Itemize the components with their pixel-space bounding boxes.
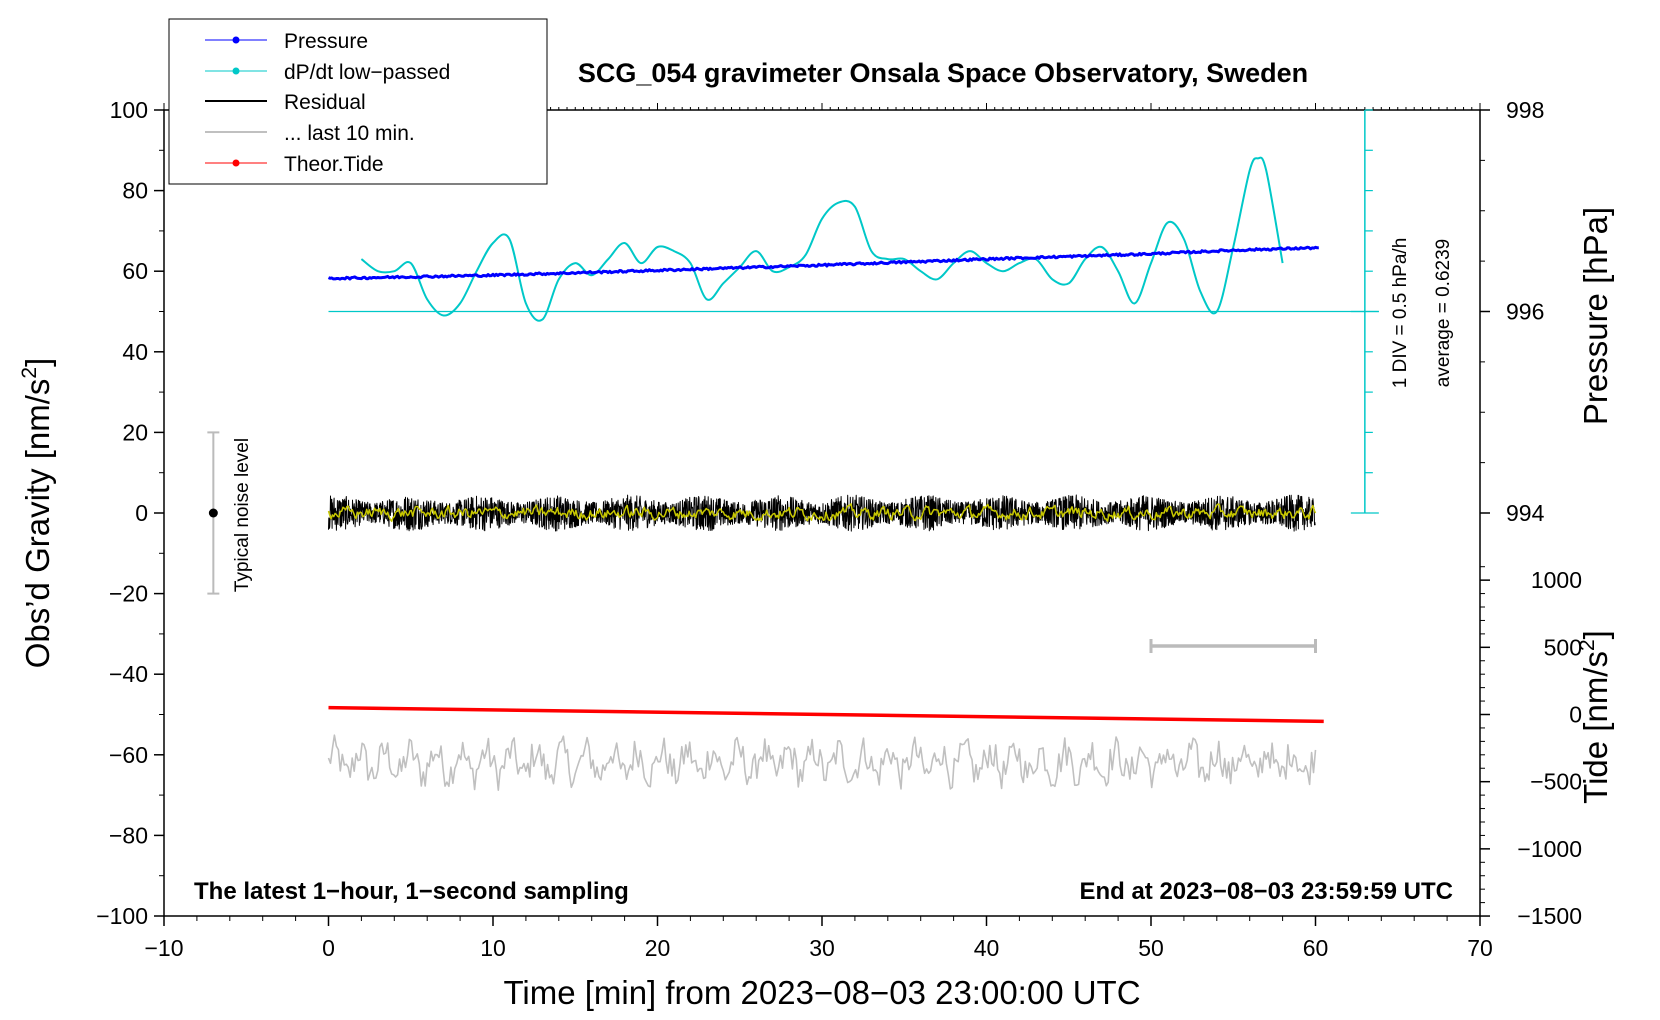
pressure-div-label: 1 DIV = 0.5 hPa/h — [1390, 238, 1411, 389]
y-tick-label: −100 — [96, 903, 148, 929]
y-tick-label: 60 — [122, 258, 148, 284]
data-series — [207, 156, 1379, 792]
bottom-left-note: The latest 1−hour, 1−second sampling — [194, 878, 629, 905]
noise-bar-dot — [208, 508, 218, 518]
y-tick-label: −20 — [109, 581, 148, 607]
y-axis-label-left-sup: 2 — [18, 367, 41, 379]
legend-label-last10: ... last 10 min. — [284, 122, 415, 145]
y-tick-label: −40 — [109, 661, 148, 687]
x-tick-label: 50 — [1138, 935, 1164, 961]
y-tick-label: 80 — [122, 178, 148, 204]
x-tick-label: 20 — [645, 935, 671, 961]
pressure-tick-label: 996 — [1506, 299, 1544, 325]
tide-tick-label: −1500 — [1517, 903, 1582, 929]
y-axis-label-left: Obs’d Gravity [nm/s2] — [18, 358, 56, 669]
legend-label-tide: Theor.Tide — [284, 153, 384, 176]
x-tick-label: 10 — [480, 935, 506, 961]
tide-axis-label-sup: 2 — [1576, 639, 1599, 651]
x-tick-label: 30 — [809, 935, 835, 961]
x-tick-label: 70 — [1467, 935, 1493, 961]
y-tick-label: 100 — [110, 97, 148, 123]
x-tick-label: 0 — [322, 935, 335, 961]
legend: Pressure dP/dt low−passed Residual ... l… — [168, 18, 548, 185]
x-tick-label: 60 — [1303, 935, 1329, 961]
x-tick-label: 40 — [974, 935, 1000, 961]
series-last10-line — [327, 734, 1317, 792]
y-tick-label: 0 — [135, 500, 148, 526]
series-residual-smooth-line — [327, 503, 1317, 523]
legend-marker-pressure — [232, 36, 240, 44]
y-tick-label: 40 — [122, 339, 148, 365]
tide-axis-label-end: ] — [1577, 630, 1614, 639]
tide-tick-label: 1000 — [1531, 567, 1582, 593]
y-tick-label: −60 — [109, 742, 148, 768]
series-tide-line — [328, 705, 1324, 724]
tide-tick-label: 500 — [1544, 634, 1582, 660]
series-pressure-line — [327, 245, 1319, 281]
legend-marker-dpdt — [232, 67, 240, 75]
x-tick-label: −10 — [144, 935, 183, 961]
axis-ticks: −10 0 10 20 30 40 50 60 70−100−80−60−40−20020406… — [96, 97, 1582, 961]
noise-level-label: Typical noise level — [232, 438, 253, 592]
chart-title: SCG_054 gravimeter Onsala Space Observat… — [578, 58, 1308, 88]
tide-tick-label: 0 — [1569, 702, 1582, 728]
legend-marker-tide — [232, 159, 240, 167]
tide-axis-label: Tide [nm/s2] — [1576, 630, 1614, 804]
y-tick-label: −80 — [109, 822, 148, 848]
legend-label-pressure: Pressure — [284, 30, 368, 53]
tide-tick-label: −500 — [1530, 769, 1582, 795]
tide-axis-label-main: Tide [nm/s — [1577, 651, 1614, 804]
legend-label-dpdt: dP/dt low−passed — [284, 61, 450, 84]
bottom-right-note: End at 2023−08−03 23:59:59 UTC — [1079, 878, 1453, 905]
x-axis-label: Time [min] from 2023−08−03 23:00:00 UTC — [503, 974, 1140, 1011]
legend-label-residual: Residual — [284, 91, 366, 114]
pressure-tick-label: 994 — [1506, 500, 1545, 526]
pressure-axis-label: Pressure [hPa] — [1577, 207, 1614, 425]
y-axis-label-left-main: Obs’d Gravity [nm/s — [19, 379, 56, 669]
y-tick-label: 20 — [122, 419, 148, 445]
tide-tick-label: −1000 — [1517, 836, 1582, 862]
pressure-tick-label: 998 — [1506, 97, 1544, 123]
average-label: average = 0.6239 — [1433, 239, 1454, 387]
y-axis-label-left-end: ] — [19, 358, 56, 367]
